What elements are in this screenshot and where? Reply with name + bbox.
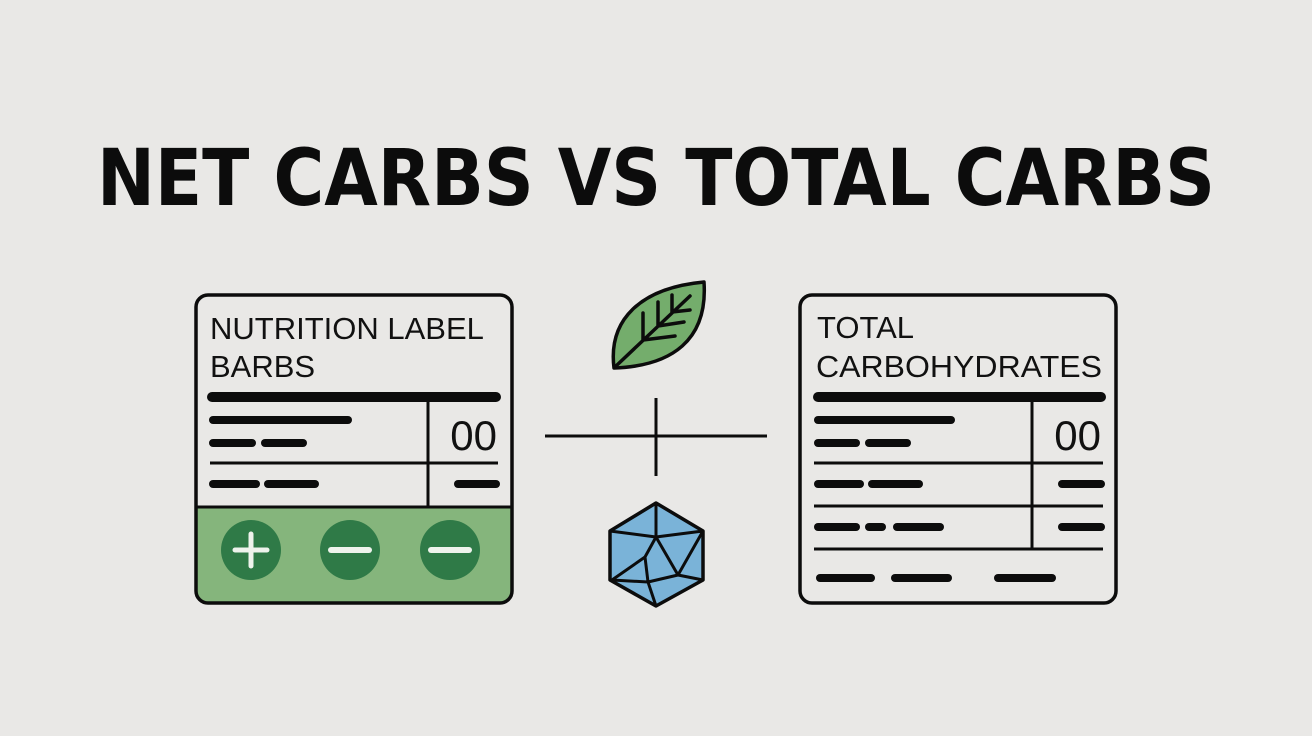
total-carbs-label-card: TOTAL CARBOHYDRATES 00 [798, 293, 1118, 605]
card-border [798, 293, 1118, 605]
card-heading-line2: BARBS [210, 349, 315, 384]
plus-icon [545, 398, 767, 476]
value-text: 00 [1054, 412, 1101, 459]
page-title: NET CARBS VS TOTAL CARBS [97, 134, 1215, 224]
minus-icon [420, 520, 480, 580]
minus-icon [320, 520, 380, 580]
card-heading-line1: TOTAL [817, 310, 914, 345]
card-heading-line2: CARBOHYDRATES [816, 349, 1102, 384]
net-carbs-label-card: NUTRITION LABEL BARBS 00 [194, 293, 514, 605]
value-text: 00 [450, 412, 497, 459]
card-heading-line1: NUTRITION LABEL [210, 311, 484, 346]
plus-icon [221, 520, 281, 580]
leaf-icon [611, 280, 706, 370]
card-border [194, 293, 514, 605]
crystal-icon [608, 501, 705, 608]
